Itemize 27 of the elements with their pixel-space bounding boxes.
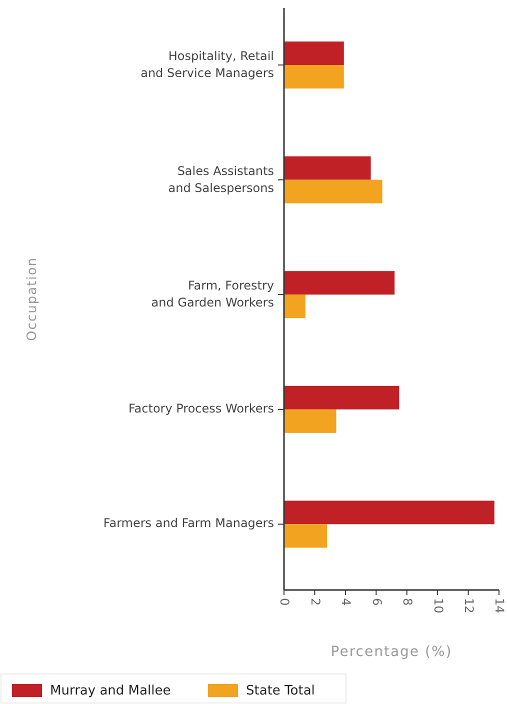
y-tick-label: Factory Process Workers: [128, 402, 274, 416]
x-axis-title: Percentage (%): [330, 644, 452, 660]
x-tick-label: 14: [492, 598, 507, 614]
bar: [284, 294, 306, 318]
y-axis-title: Occupation: [25, 257, 40, 341]
bar: [284, 156, 371, 180]
legend-label: State Total: [246, 684, 315, 699]
bar: [284, 271, 395, 295]
bar: [284, 180, 382, 204]
x-tick-label: 2: [308, 598, 322, 606]
x-tick-label: 6: [370, 598, 384, 606]
x-tick-label: 8: [400, 598, 415, 606]
bar: [284, 65, 344, 88]
y-tick-label: Hospitality, Retail and Service Managers: [140, 49, 274, 80]
bar: [284, 386, 400, 410]
y-tick-label: Farmers and Farm Managers: [103, 516, 274, 530]
x-tick-label: 0: [278, 598, 292, 606]
bar: [284, 524, 327, 548]
bar: [284, 500, 494, 524]
x-tick-label: 4: [339, 598, 354, 606]
y-tick-label: Sales Assistants and Salespersons: [168, 164, 274, 196]
x-tick-label: 12: [462, 598, 476, 614]
y-tick-label: Farm, Forestry and Garden Workers: [151, 278, 274, 310]
x-tick-label: 10: [431, 598, 446, 614]
bar: [284, 409, 336, 433]
legend-label: Murray and Mallee: [50, 684, 171, 699]
bar: [284, 42, 344, 65]
